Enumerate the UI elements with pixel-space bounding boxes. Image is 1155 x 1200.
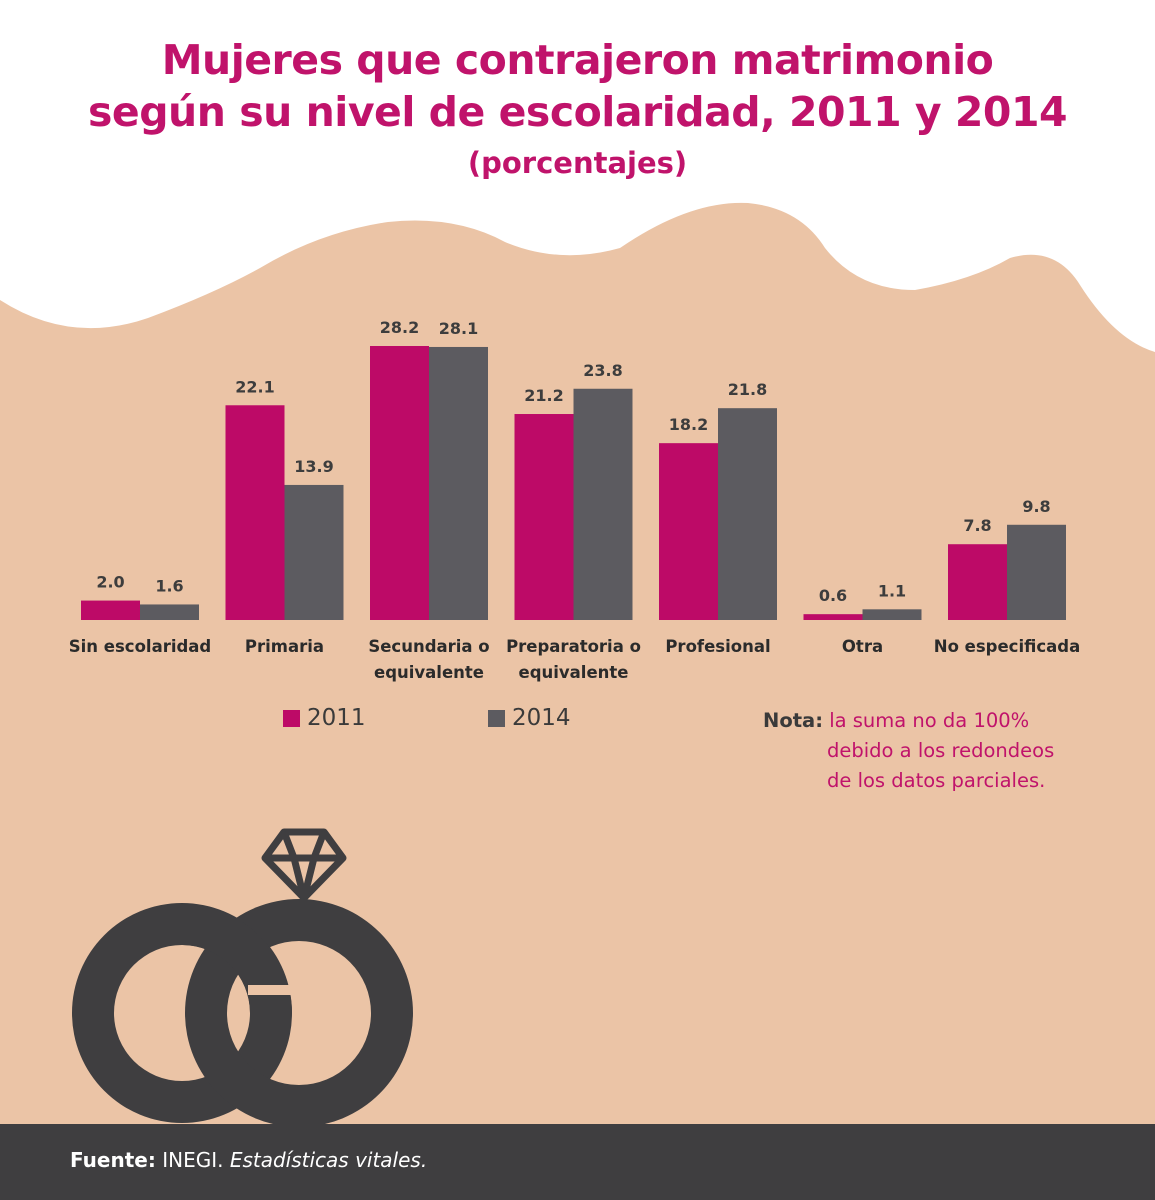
bar-2011-6 [948, 544, 1007, 620]
value-label-2014-0: 1.6 [155, 576, 183, 595]
diamond-icon [261, 828, 347, 902]
source-publication: Estadísticas vitales. [229, 1148, 428, 1172]
value-label-2011-1: 22.1 [235, 377, 274, 396]
chart-title-line1: Mujeres que contrajeron matrimonio [161, 36, 994, 84]
bar-2011-3 [514, 414, 574, 620]
category-label-6: No especificada [934, 637, 1080, 656]
note-label: Nota: [763, 709, 823, 732]
wedding-rings-illustration [71, 828, 413, 1124]
chart-subtitle: (porcentajes) [467, 146, 688, 180]
source-name: INEGI. [162, 1148, 224, 1172]
chart-title-line2: según su nivel de escolaridad, 2011 y 20… [88, 88, 1068, 136]
category-label-2: Secundaria o [368, 637, 489, 656]
bar-2014-0 [140, 604, 199, 620]
bar-chart: 2.0 1.6 Sin escolaridad 22.1 13.9 Primaria 28.… [69, 318, 1080, 682]
legend-item-2011: 2011 [283, 705, 366, 731]
note-line3: de los datos parciales. [827, 769, 1046, 792]
bar-2014-4 [718, 408, 777, 620]
source-citation: Fuente: INEGI. Estadísticas vitales. [70, 1148, 427, 1172]
legend-label-2014: 2014 [512, 705, 571, 731]
value-label-2011-2: 28.2 [380, 318, 419, 337]
category-label-5: Otra [842, 637, 883, 656]
legend-swatch-2011 [283, 709, 300, 727]
note: Nota: la suma no da 100% debido a los re… [763, 706, 1093, 796]
bar-2014-6 [1007, 524, 1066, 620]
value-label-2011-5: 0.6 [819, 586, 847, 605]
ring-gap [248, 985, 294, 995]
category-label-4: Profesional [665, 637, 770, 656]
category-label-1: Primaria [245, 637, 324, 656]
bar-2014-3 [573, 388, 633, 620]
bar-2014-5 [862, 609, 922, 620]
source-label: Fuente: [70, 1148, 156, 1172]
category-label-0: Sin escolaridad [69, 637, 212, 656]
value-label-2014-5: 1.1 [878, 581, 906, 600]
bar-2011-5 [803, 614, 863, 620]
legend-label-2011: 2011 [307, 705, 366, 731]
value-label-2014-3: 23.8 [583, 361, 622, 380]
value-label-2011-4: 18.2 [669, 415, 708, 434]
value-label-2014-1: 13.9 [294, 457, 333, 476]
bar-2011-4 [659, 443, 718, 620]
note-line1: la suma no da 100% [829, 709, 1030, 732]
note-line2: debido a los redondeos [827, 739, 1055, 762]
bar-2014-1 [284, 484, 344, 620]
value-label-2014-2: 28.1 [439, 319, 478, 338]
value-label-2011-6: 7.8 [963, 516, 991, 535]
bar-2011-0 [81, 600, 140, 620]
bar-2014-2 [429, 346, 488, 620]
value-label-2011-3: 21.2 [524, 386, 563, 405]
category-label-3: Preparatoria o [506, 637, 641, 656]
peach-wave-area [0, 202, 1155, 1124]
category-label-2-line2: equivalente [374, 663, 484, 682]
footer-bar: Fuente: INEGI. Estadísticas vitales. [0, 1124, 1155, 1200]
value-label-2014-6: 9.8 [1022, 497, 1050, 516]
legend-item-2014: 2014 [488, 705, 571, 731]
value-label-2011-0: 2.0 [96, 573, 124, 592]
bar-2011-2 [370, 346, 429, 620]
value-label-2014-4: 21.8 [728, 380, 767, 399]
legend-swatch-2014 [488, 709, 505, 727]
category-label-3-line2: equivalente [519, 663, 629, 682]
bar-2011-1 [225, 405, 285, 620]
